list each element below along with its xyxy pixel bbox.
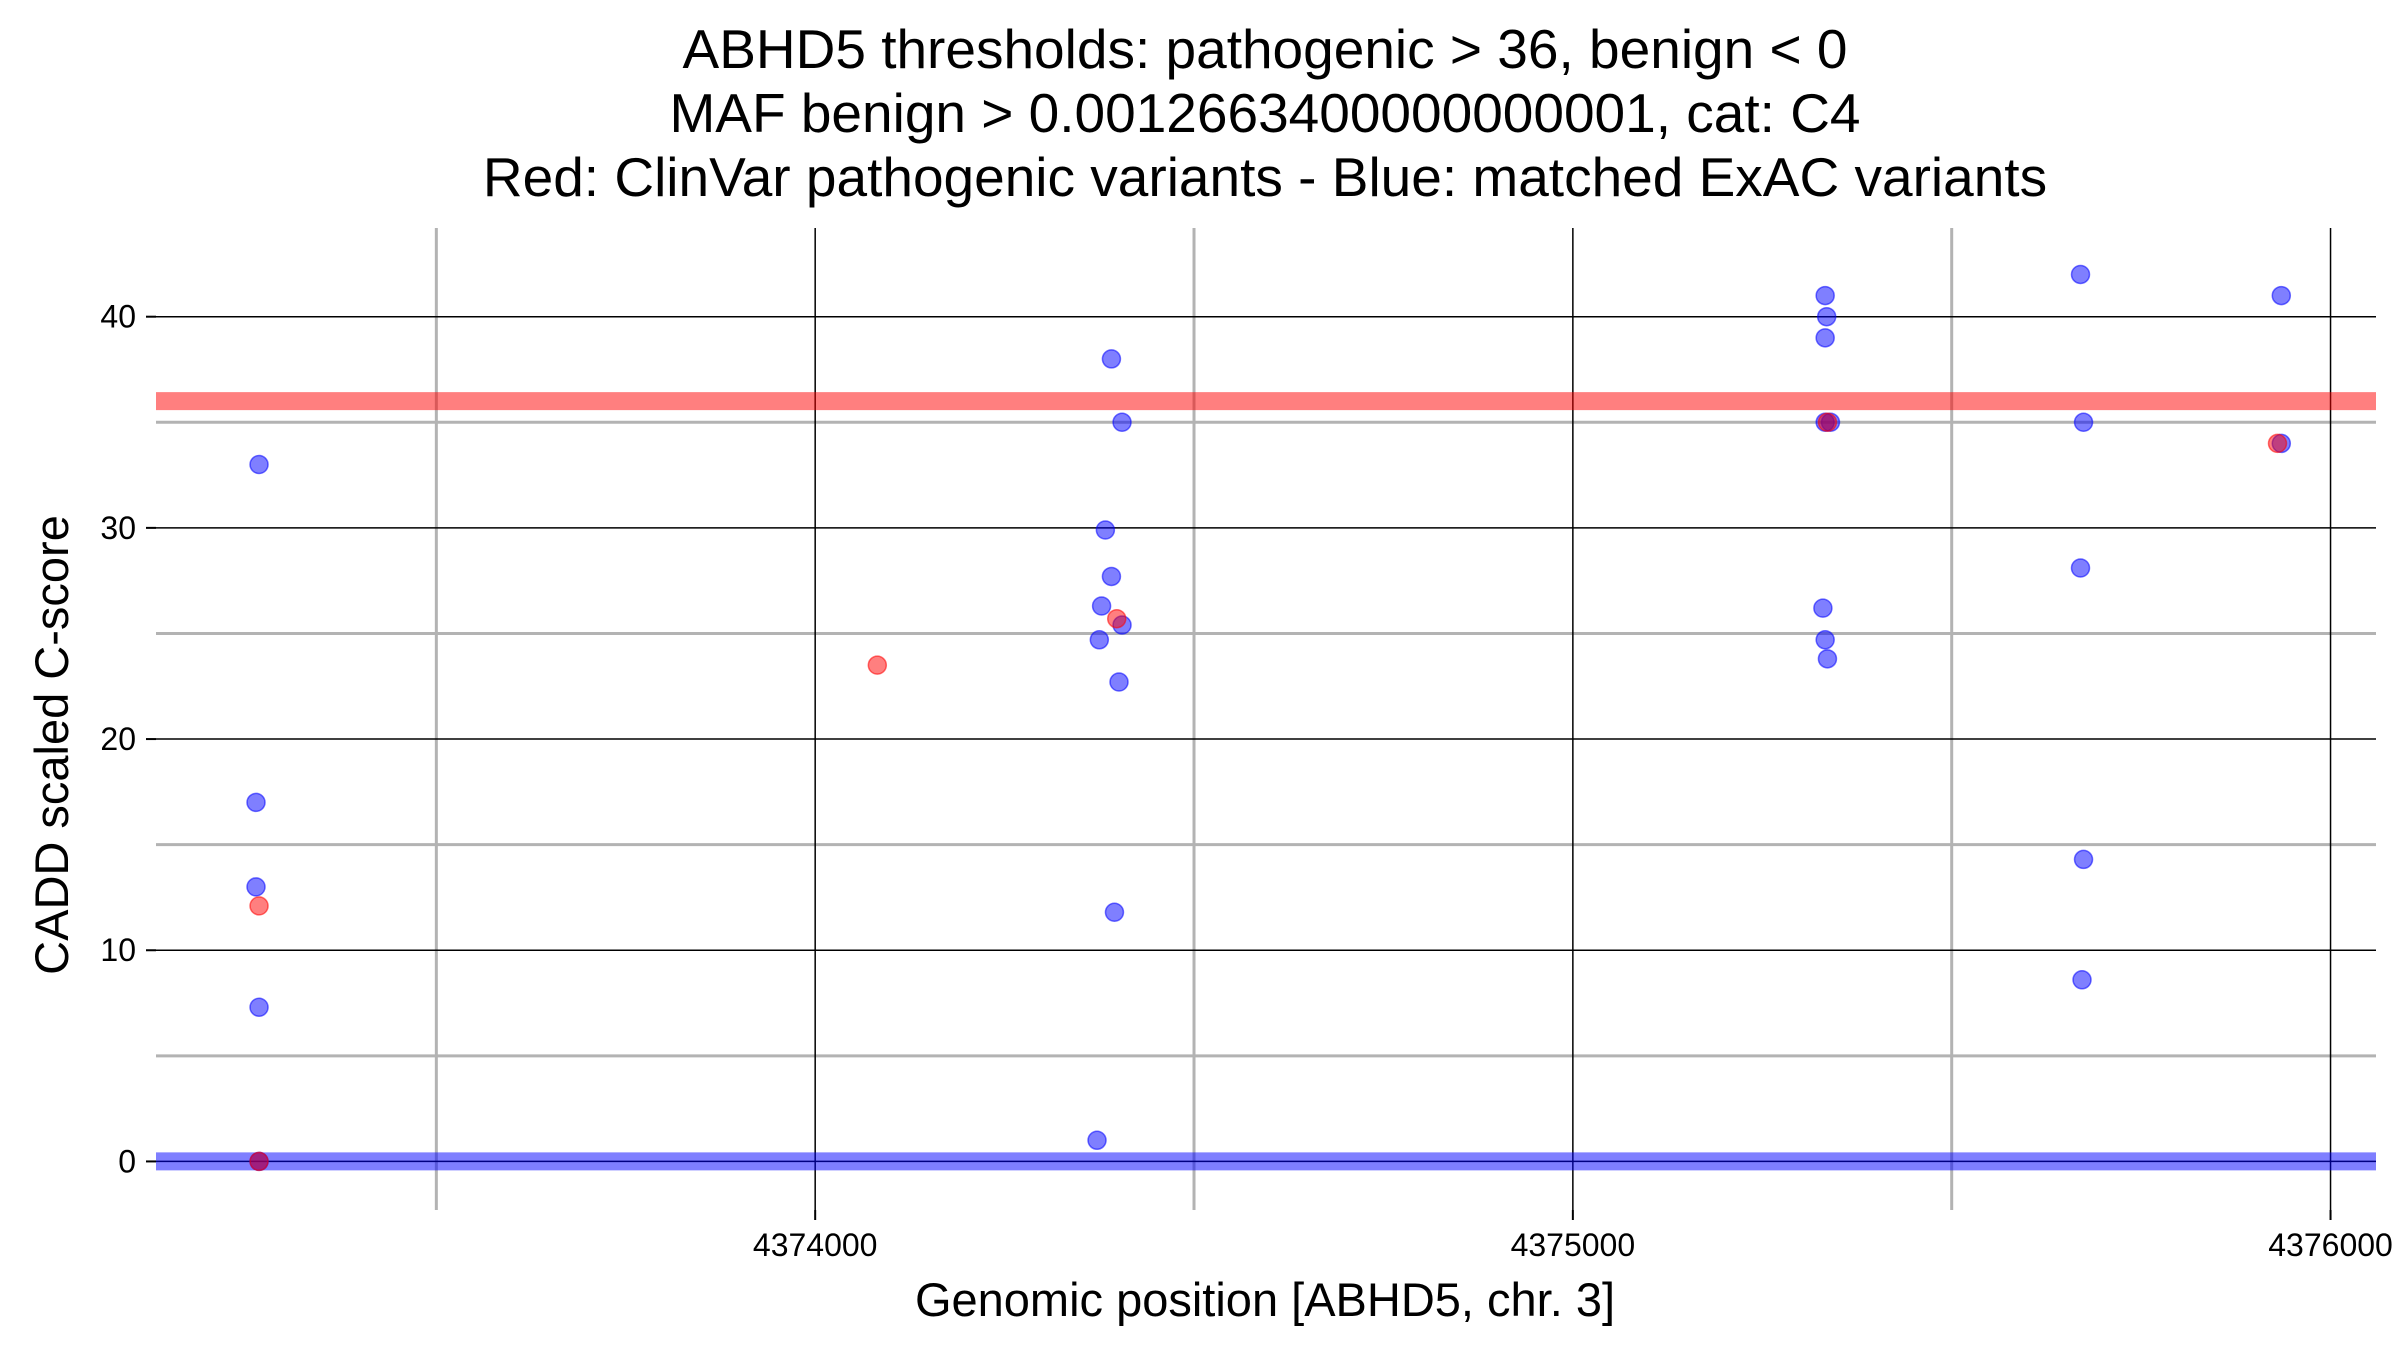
y-tick-label-1: 10 (100, 932, 136, 968)
point-s0-17 (1815, 328, 1835, 348)
point-s0-5 (1101, 349, 1122, 369)
point-s0-0 (249, 454, 269, 475)
point-s0-9 (1091, 596, 1112, 616)
point-s0-26 (2073, 849, 2094, 870)
title-line-2: MAF benign > 0.0012663400000000001, cat:… (669, 82, 1860, 144)
minor-gridlines (156, 228, 2376, 1210)
chart-title: ABHD5 thresholds: pathogenic > 36, benig… (483, 18, 2047, 208)
point-s0-13 (1104, 902, 1125, 922)
point-s0-1 (246, 792, 266, 813)
point-s0-23 (2070, 264, 2091, 285)
point-s0-22 (1817, 649, 1838, 669)
point-s1-0 (249, 896, 269, 916)
y-tick-label-0: 0 (118, 1143, 136, 1179)
point-s1-1 (867, 655, 888, 675)
y-tick-label-3: 30 (100, 510, 136, 546)
point-s0-2 (246, 877, 266, 897)
point-s0-14 (1087, 1130, 1107, 1151)
point-s1-5 (249, 1151, 269, 1172)
point-s0-28 (2271, 285, 2292, 306)
point-s1-4 (2267, 433, 2288, 454)
x-tick-label-1: 4375000 (1511, 1227, 1636, 1263)
y-axis-label: CADD scaled C-score (25, 515, 78, 975)
point-s0-12 (1109, 672, 1129, 692)
point-s1-3 (1817, 412, 1838, 433)
major-gridlines (156, 228, 2376, 1210)
x-tick-label-2: 4376000 (2268, 1227, 2393, 1263)
data-points (246, 264, 2292, 1172)
threshold-lines (156, 392, 2376, 1171)
point-s0-25 (2070, 558, 2091, 578)
point-s0-16 (1816, 306, 1837, 327)
point-s0-3 (249, 997, 269, 1018)
axis-ticks: 0 10 20 30 40 4374000 4375000 4376000 (100, 299, 2392, 1263)
point-s0-8 (1101, 566, 1122, 587)
title-line-3: Red: ClinVar pathogenic variants - Blue:… (483, 146, 2047, 208)
point-s0-6 (1112, 412, 1132, 433)
x-tick-label-0: 4374000 (753, 1227, 878, 1263)
y-tick-label-2: 20 (100, 721, 136, 757)
point-s1-2 (1106, 608, 1127, 629)
point-s0-27 (2072, 970, 2092, 990)
y-tick-label-4: 40 (100, 299, 136, 335)
point-s0-11 (1089, 630, 1110, 650)
point-s0-15 (1815, 285, 1835, 306)
point-s0-20 (1813, 598, 1833, 618)
point-s0-24 (2073, 412, 2094, 433)
point-s0-21 (1815, 630, 1835, 650)
x-axis-label: Genomic position [ABHD5, chr. 3] (915, 1273, 1615, 1326)
point-s0-7 (1095, 520, 1116, 540)
title-line-1: ABHD5 thresholds: pathogenic > 36, benig… (683, 18, 1848, 80)
